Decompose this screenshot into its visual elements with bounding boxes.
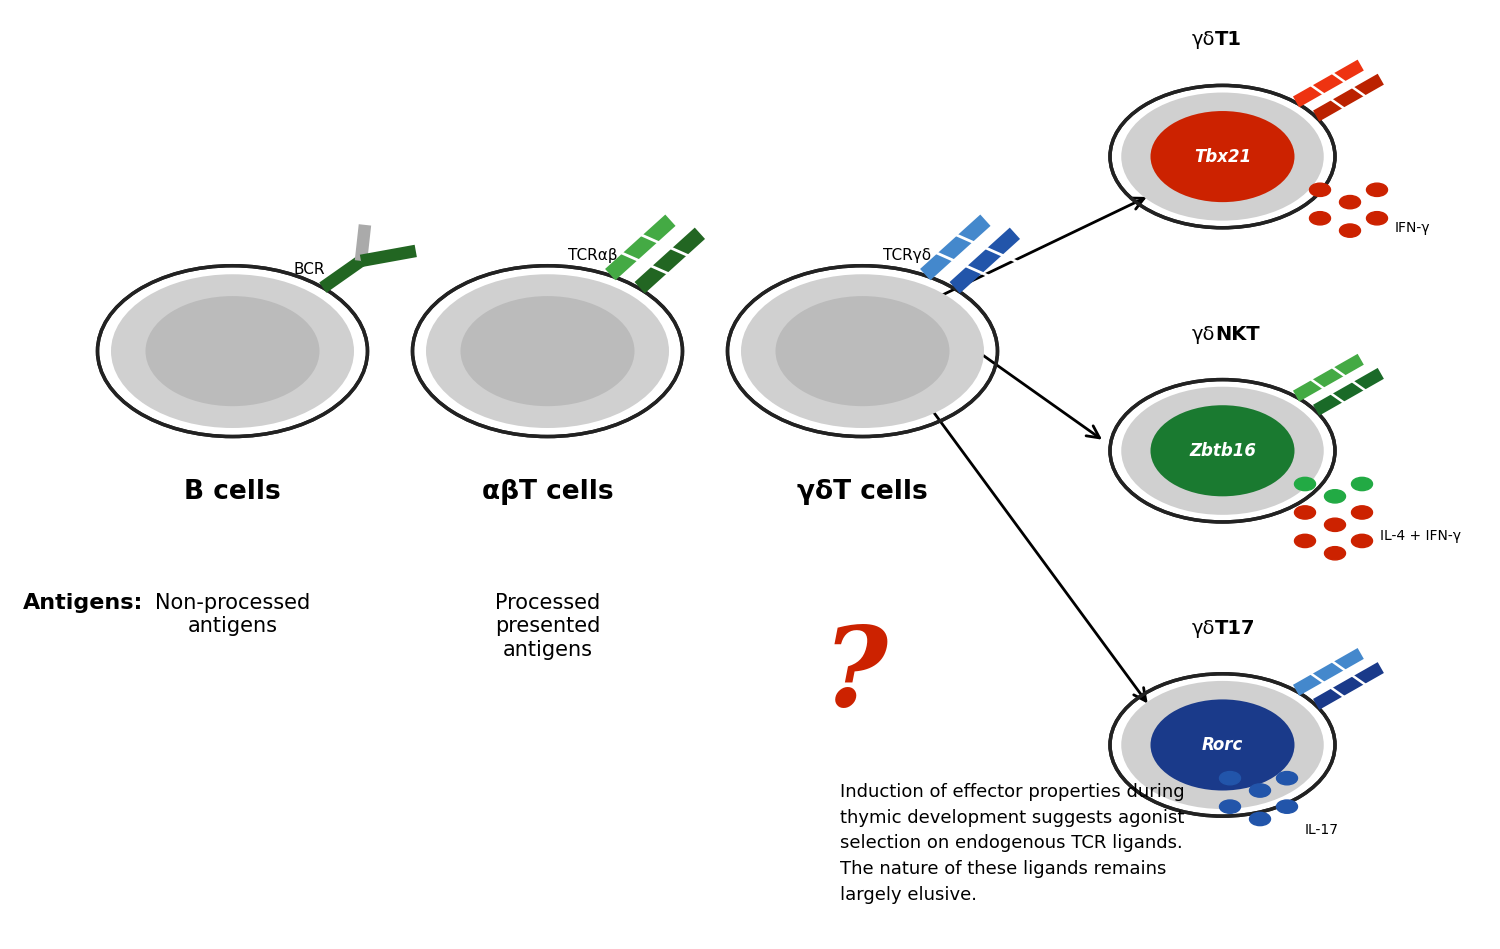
- Circle shape: [1324, 547, 1346, 560]
- Circle shape: [1250, 812, 1270, 826]
- Circle shape: [1110, 85, 1335, 228]
- Circle shape: [1340, 195, 1360, 209]
- Text: γδT cells: γδT cells: [796, 479, 928, 505]
- Circle shape: [1110, 674, 1335, 816]
- Circle shape: [426, 274, 669, 428]
- Circle shape: [460, 296, 634, 406]
- Text: IFN-γ: IFN-γ: [1395, 221, 1431, 234]
- Circle shape: [1250, 784, 1270, 797]
- Circle shape: [98, 266, 368, 437]
- Circle shape: [1120, 681, 1323, 809]
- Text: αβT cells: αβT cells: [482, 479, 614, 505]
- Text: Non-processed
antigens: Non-processed antigens: [154, 593, 310, 637]
- Circle shape: [1294, 477, 1316, 491]
- Text: BCR: BCR: [294, 263, 324, 277]
- Circle shape: [1120, 387, 1323, 514]
- Circle shape: [1220, 800, 1240, 813]
- Text: Zbtb16: Zbtb16: [1190, 442, 1256, 459]
- Text: TCRαβ: TCRαβ: [567, 248, 618, 263]
- Text: Antigens:: Antigens:: [22, 593, 142, 613]
- Circle shape: [1150, 405, 1294, 496]
- Text: TCRγδ: TCRγδ: [882, 248, 932, 263]
- Text: Rorc: Rorc: [1202, 736, 1243, 754]
- Circle shape: [1324, 518, 1346, 531]
- Circle shape: [111, 274, 354, 428]
- Circle shape: [1150, 699, 1294, 791]
- Text: γδ: γδ: [1191, 325, 1215, 344]
- Circle shape: [1276, 800, 1298, 813]
- Circle shape: [1294, 506, 1316, 519]
- Circle shape: [1220, 772, 1240, 785]
- Circle shape: [1310, 212, 1330, 225]
- Circle shape: [1110, 380, 1335, 522]
- Circle shape: [1276, 772, 1298, 785]
- Text: Tbx21: Tbx21: [1194, 148, 1251, 165]
- Circle shape: [1352, 534, 1372, 548]
- Text: B cells: B cells: [184, 479, 280, 505]
- Text: Induction of effector properties during
thymic development suggests agonist
sele: Induction of effector properties during …: [840, 783, 1185, 903]
- Text: γδ: γδ: [1191, 619, 1215, 638]
- Circle shape: [146, 296, 320, 406]
- Text: IL-4 + IFN-γ: IL-4 + IFN-γ: [1380, 530, 1461, 543]
- Circle shape: [1352, 506, 1372, 519]
- Circle shape: [1294, 534, 1316, 548]
- Circle shape: [1340, 224, 1360, 237]
- Circle shape: [1352, 477, 1372, 491]
- Circle shape: [776, 296, 950, 406]
- Circle shape: [1324, 490, 1346, 503]
- Text: T17: T17: [1215, 619, 1255, 638]
- Text: Processed
presented
antigens: Processed presented antigens: [495, 593, 600, 660]
- Text: NKT: NKT: [1215, 325, 1260, 344]
- Text: IL-17: IL-17: [1305, 824, 1340, 837]
- Circle shape: [1150, 111, 1294, 202]
- Circle shape: [1310, 183, 1330, 196]
- Circle shape: [728, 266, 998, 437]
- Circle shape: [1366, 212, 1388, 225]
- Text: ?: ?: [822, 622, 888, 729]
- Circle shape: [1120, 93, 1323, 221]
- Text: γδ: γδ: [1191, 30, 1215, 49]
- Circle shape: [1366, 183, 1388, 196]
- Circle shape: [741, 274, 984, 428]
- Text: T1: T1: [1215, 30, 1242, 49]
- Circle shape: [413, 266, 682, 437]
